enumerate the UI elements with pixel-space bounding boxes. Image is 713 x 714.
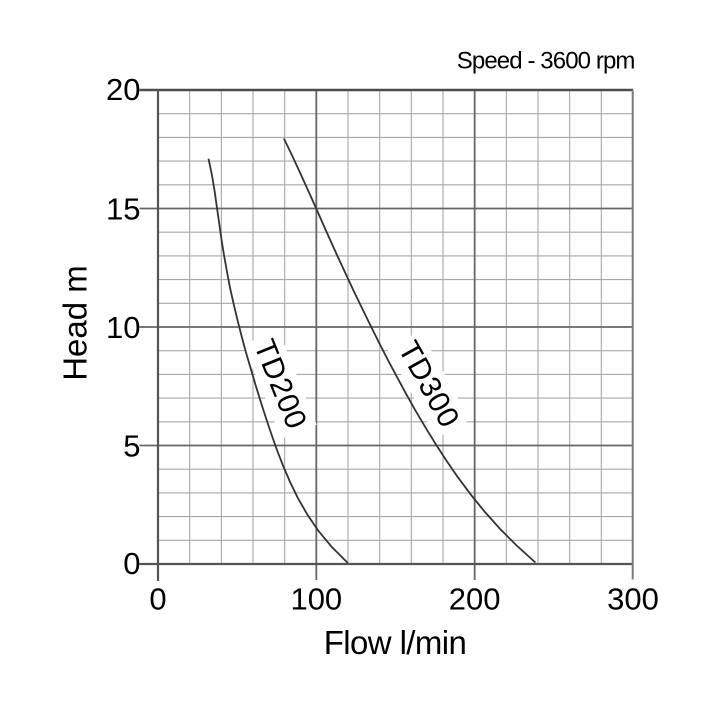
svg-text:Head m: Head m xyxy=(57,265,94,381)
svg-text:Speed - 3600 rpm: Speed - 3600 rpm xyxy=(457,48,635,75)
svg-text:10: 10 xyxy=(106,310,140,345)
svg-text:0: 0 xyxy=(123,546,140,581)
svg-text:Flow l/min: Flow l/min xyxy=(324,624,467,661)
svg-text:300: 300 xyxy=(607,582,659,617)
svg-text:5: 5 xyxy=(123,429,140,464)
svg-text:200: 200 xyxy=(449,582,501,617)
svg-text:15: 15 xyxy=(106,192,140,227)
svg-text:0: 0 xyxy=(149,582,166,617)
svg-text:20: 20 xyxy=(106,72,140,107)
svg-text:100: 100 xyxy=(290,582,342,617)
